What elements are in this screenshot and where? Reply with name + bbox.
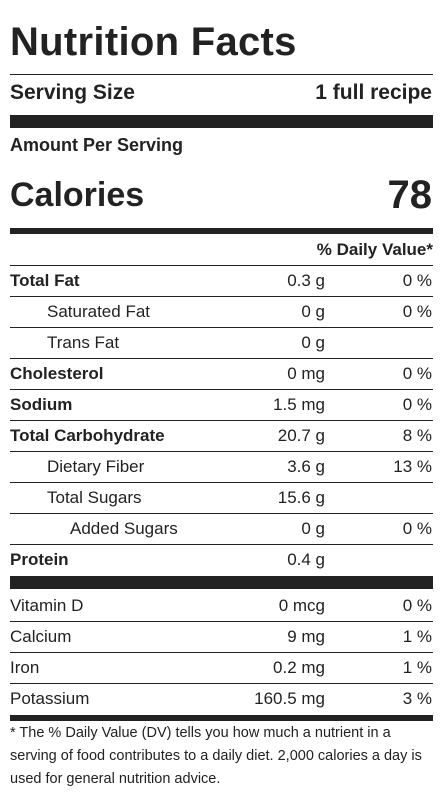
nutrient-dv: 0 % [402, 364, 432, 383]
vitamin-dv: 1 % [402, 658, 432, 677]
nutrient-amount: 3.6 g [287, 457, 325, 476]
nutrient-amount: 0.3 g [287, 271, 325, 290]
nutrient-dv: 0 % [402, 395, 432, 414]
divider-medium [10, 715, 433, 721]
nutrient-amount: 0 mg [287, 364, 325, 383]
calories-row: Calories 78 [10, 170, 433, 220]
nutrient-amount: 0 g [301, 519, 325, 538]
vitamin-name: Vitamin D [10, 596, 84, 615]
serving-size-label: Serving Size [10, 81, 135, 104]
divider-thin [10, 265, 433, 266]
vitamin-amount: 9 mg [287, 627, 325, 646]
nutrient-name: Sodium [10, 395, 73, 414]
nutrient-name: Total Sugars [47, 488, 142, 507]
divider-medium [10, 228, 433, 234]
vitamin-dv: 0 % [402, 596, 432, 615]
nutrient-row-trans-fat: Trans Fat 0 g [10, 328, 433, 358]
vitamin-dv: 1 % [402, 627, 432, 646]
nutrient-name: Saturated Fat [47, 302, 151, 321]
nutrient-row-cholesterol: Cholesterol 0 mg 0 % [10, 359, 433, 389]
nutrient-row-sodium: Sodium 1.5 mg 0 % [10, 390, 433, 420]
vitamin-amount: 160.5 mg [254, 689, 325, 708]
amount-per-serving: Amount Per Serving [10, 135, 184, 155]
vitamin-amount: 0.2 mg [273, 658, 325, 677]
nutrient-name: Total Fat [10, 271, 80, 290]
nutrient-amount: 0.4 g [287, 550, 325, 569]
vitamin-name: Potassium [10, 689, 90, 708]
divider-thin [10, 621, 433, 622]
nutrient-name: Dietary Fiber [47, 457, 145, 476]
nutrient-amount: 0 g [301, 302, 325, 321]
calories-value: 78 [387, 173, 433, 217]
nutrient-row-total-sugars: Total Sugars 15.6 g [10, 483, 433, 513]
divider-thin [10, 652, 433, 653]
daily-value-header: % Daily Value* [316, 240, 433, 259]
nutrient-row-total-fat: Total Fat 0.3 g 0 % [10, 266, 433, 296]
vitamin-row-vitamin-d: Vitamin D 0 mcg 0 % [10, 591, 433, 621]
nutrient-row-dietary-fiber: Dietary Fiber 3.6 g 13 % [10, 452, 433, 482]
divider-thin [10, 296, 433, 297]
divider-thin [10, 683, 433, 684]
nutrient-dv: 0 % [402, 271, 432, 290]
nutrient-name: Trans Fat [47, 333, 120, 352]
nutrient-name: Added Sugars [70, 519, 178, 538]
nutrient-name: Cholesterol [10, 364, 104, 383]
nutrient-row-protein: Protein 0.4 g [10, 545, 433, 575]
nutrient-dv: 0 % [402, 519, 432, 538]
nutrient-dv: 0 % [402, 302, 432, 321]
divider-thin [10, 513, 433, 514]
divider-thin [10, 389, 433, 390]
vitamin-dv: 3 % [402, 689, 432, 708]
nutrient-amount: 15.6 g [277, 488, 325, 507]
nutrient-name: Total Carbohydrate [10, 426, 165, 445]
nutrient-amount: 1.5 mg [273, 395, 325, 414]
divider-thick [10, 576, 433, 589]
serving-size-row: Serving Size 1 full recipe [10, 78, 433, 108]
divider-thin [10, 74, 433, 75]
vitamin-name: Iron [10, 658, 40, 677]
vitamin-amount: 0 mcg [278, 596, 325, 615]
vitamin-row-calcium: Calcium 9 mg 1 % [10, 622, 433, 652]
serving-size-value: 1 full recipe [315, 81, 432, 104]
divider-thin [10, 420, 433, 421]
footnote: * The % Daily Value (DV) tells you how m… [10, 725, 422, 787]
divider-thin [10, 358, 433, 359]
vitamin-name: Calcium [10, 627, 72, 646]
nutrient-row-total-carbohydrate: Total Carbohydrate 20.7 g 8 % [10, 421, 433, 451]
divider-thick [10, 115, 433, 128]
divider-thin [10, 544, 433, 545]
divider-thin [10, 327, 433, 328]
nutrient-name: Protein [10, 550, 69, 569]
vitamin-row-potassium: Potassium 160.5 mg 3 % [10, 684, 433, 714]
nutrient-amount: 20.7 g [277, 426, 325, 445]
nutrient-dv: 8 % [402, 426, 432, 445]
divider-thin [10, 482, 433, 483]
label-title: Nutrition Facts [10, 20, 297, 64]
calories-label: Calories [10, 176, 145, 214]
nutrient-dv: 13 % [393, 457, 432, 476]
divider-thin [10, 451, 433, 452]
nutrient-amount: 0 g [301, 333, 325, 352]
vitamin-row-iron: Iron 0.2 mg 1 % [10, 653, 433, 683]
nutrient-row-saturated-fat: Saturated Fat 0 g 0 % [10, 297, 433, 327]
nutrient-row-added-sugars: Added Sugars 0 g 0 % [10, 514, 433, 544]
